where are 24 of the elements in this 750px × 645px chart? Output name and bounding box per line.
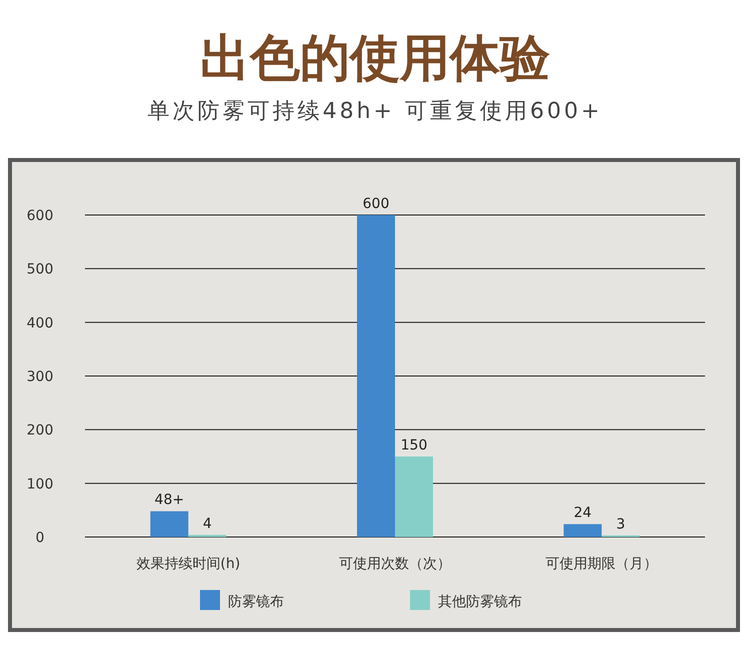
bar	[564, 524, 602, 537]
chart-subtitle: 单次防雾可持续48h+ 可重复使用600+	[148, 99, 602, 124]
chart-title: 出色的使用体验	[200, 29, 551, 87]
bar	[150, 511, 188, 537]
data-label: 48+	[154, 492, 184, 508]
y-tick-label: 100	[26, 476, 54, 492]
legend-label: 其他防雾镜布	[438, 594, 522, 610]
data-label: 3	[616, 516, 626, 532]
y-tick-label: 0	[36, 530, 44, 546]
x-tick-label: 可使用次数（次）	[339, 556, 451, 572]
y-tick-label: 200	[26, 422, 54, 439]
data-label: 24	[574, 505, 592, 522]
data-label: 4	[202, 516, 212, 532]
bar	[395, 456, 433, 537]
y-tick-label: 500	[26, 262, 54, 278]
y-tick-label: 300	[26, 369, 54, 385]
data-label: 150	[400, 438, 428, 454]
x-tick-label: 可使用期限（月）	[546, 556, 658, 572]
x-tick-label: 效果持续时间(h)	[136, 556, 240, 572]
bar	[357, 215, 395, 537]
y-tick-label: 400	[26, 315, 54, 332]
legend-label: 防雾镜布	[228, 594, 284, 610]
data-label: 600	[362, 196, 390, 212]
y-tick-label: 600	[26, 208, 54, 224]
